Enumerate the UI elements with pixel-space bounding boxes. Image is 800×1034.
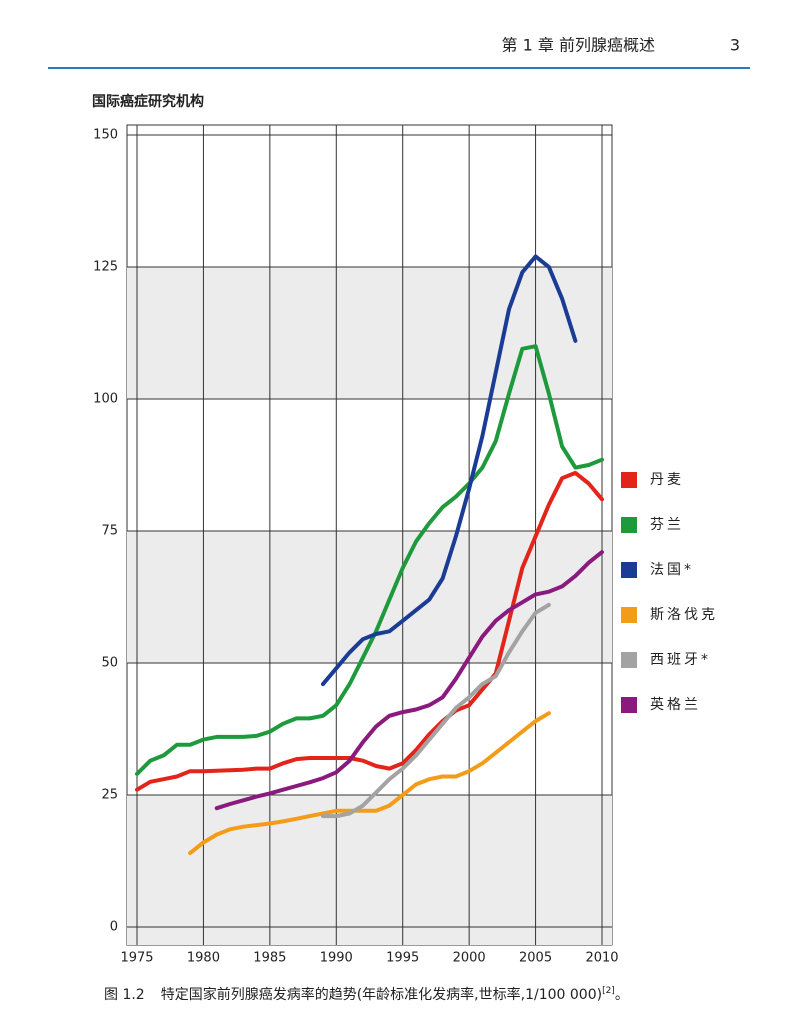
caption-end: 。 xyxy=(615,987,629,1003)
x-tick-label: 1985 xyxy=(253,951,286,966)
caption-text: 特定国家前列腺癌发病率的趋势(年龄标准化发病率,世标率,1/100 000) xyxy=(161,986,602,1003)
chart-title: 国际癌症研究机构 xyxy=(92,93,204,110)
caption-ref: [2] xyxy=(602,986,615,996)
legend-swatch xyxy=(621,562,637,578)
x-tick-label: 1995 xyxy=(386,951,419,966)
x-tick-label: 1975 xyxy=(120,951,153,966)
band xyxy=(127,267,612,399)
series-line xyxy=(321,602,551,819)
y-tick-label: 50 xyxy=(101,656,118,671)
x-tick-label: 2010 xyxy=(585,951,618,966)
y-tick-label: 125 xyxy=(93,260,118,275)
y-tick-label: 25 xyxy=(101,788,118,803)
legend-label: 丹麦 xyxy=(650,472,684,488)
band xyxy=(127,795,612,945)
caption: 图 1.2 特定国家前列腺癌发病率的趋势(年龄标准化发病率,世标率,1/100 0… xyxy=(104,986,629,1004)
caption-label: 图 1.2 xyxy=(104,987,145,1003)
legend-label: 斯洛伐克 xyxy=(650,607,718,623)
series-line xyxy=(135,344,604,776)
x-tick-label: 2005 xyxy=(519,951,552,966)
y-tick-label: 0 xyxy=(110,920,118,935)
legend-label: 西班牙* xyxy=(650,652,711,668)
legend-swatch xyxy=(621,652,637,668)
legend-swatch xyxy=(621,472,637,488)
legend-label: 法国* xyxy=(650,562,694,578)
legend-swatch xyxy=(621,517,637,533)
page-number: 3 xyxy=(730,36,740,55)
legend-swatch xyxy=(621,607,637,623)
x-tick-label: 1990 xyxy=(320,951,353,966)
y-tick-label: 100 xyxy=(93,392,118,407)
legend-label: 芬兰 xyxy=(650,517,684,533)
x-tick-label: 1980 xyxy=(187,951,220,966)
legend-label: 英格兰 xyxy=(650,696,701,713)
y-tick-label: 150 xyxy=(93,128,118,143)
series-line xyxy=(188,711,551,856)
chapter-header: 第 1 章 前列腺癌概述 xyxy=(502,36,655,55)
y-tick-label: 75 xyxy=(101,524,118,539)
x-tick-label: 2000 xyxy=(453,951,486,966)
series-line xyxy=(321,254,578,687)
series-line xyxy=(135,470,604,792)
series-line xyxy=(214,550,604,811)
legend-swatch xyxy=(621,697,637,713)
